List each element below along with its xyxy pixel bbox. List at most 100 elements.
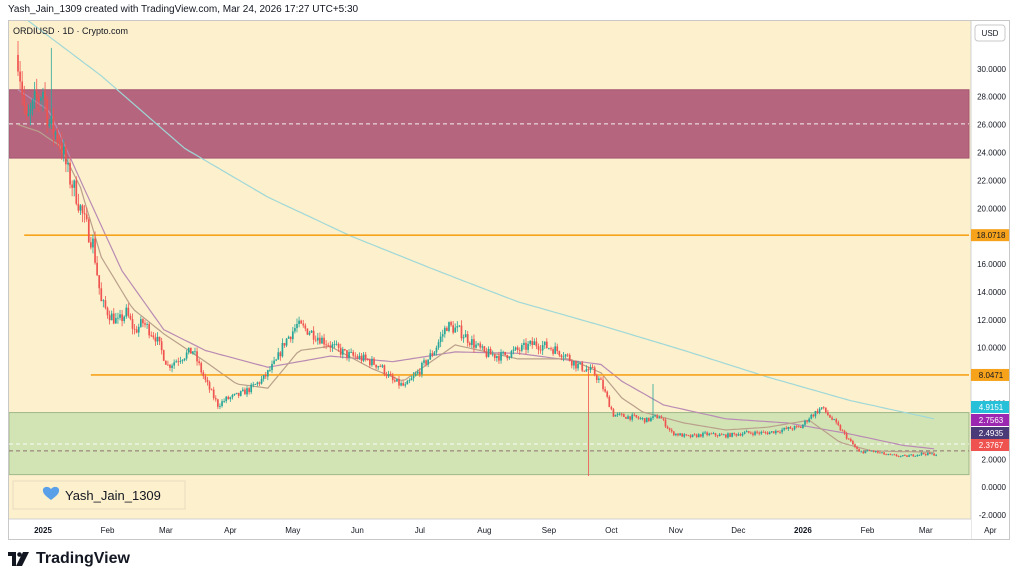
candle[interactable] [233,393,236,396]
candle[interactable] [764,431,767,435]
candle[interactable] [541,340,544,355]
candle[interactable] [675,433,677,437]
candle[interactable] [369,358,371,368]
candle[interactable] [435,345,438,356]
candle[interactable] [562,351,565,362]
candle[interactable] [483,345,486,353]
candle[interactable] [841,429,844,432]
candle[interactable] [635,414,638,419]
candle[interactable] [570,359,573,369]
candle[interactable] [527,341,529,354]
candle[interactable] [258,381,261,386]
candle[interactable] [718,432,721,437]
candle[interactable] [35,78,38,111]
candle[interactable] [695,433,698,438]
candle[interactable] [441,329,444,342]
candle[interactable] [431,350,434,358]
candle[interactable] [564,353,567,359]
candle[interactable] [56,128,59,147]
candle[interactable] [183,358,186,362]
candle[interactable] [87,217,90,243]
candle[interactable] [833,418,835,421]
candle[interactable] [179,356,182,364]
candle[interactable] [647,417,650,423]
candle[interactable] [560,353,563,361]
candle[interactable] [60,132,63,160]
candle[interactable] [706,431,708,437]
candle[interactable] [404,381,407,388]
candle[interactable] [162,349,165,362]
candle[interactable] [327,342,330,348]
candle[interactable] [52,107,55,147]
candle[interactable] [877,450,879,454]
candle[interactable] [98,275,101,295]
tradingview-logo[interactable]: TradingView [8,550,130,568]
candle[interactable] [254,383,257,385]
candle[interactable] [758,431,761,436]
candle[interactable] [702,431,704,439]
candle[interactable] [552,347,554,356]
candle[interactable] [387,370,390,379]
candle[interactable] [710,432,713,435]
candle[interactable] [587,366,590,477]
candle[interactable] [812,413,815,418]
candle[interactable] [637,416,640,420]
candle[interactable] [356,354,359,360]
candle[interactable] [264,371,267,379]
candle[interactable] [697,433,700,438]
candle[interactable] [808,417,811,423]
candle[interactable] [672,430,675,437]
candle[interactable] [375,364,377,370]
candle[interactable] [175,359,178,363]
level-badge[interactable] [971,368,1010,381]
candle[interactable] [156,332,159,345]
candle[interactable] [296,318,298,333]
candle[interactable] [381,364,384,369]
candle[interactable] [269,366,271,372]
candle[interactable] [760,430,763,436]
candle[interactable] [231,393,234,400]
candle[interactable] [310,330,313,334]
candle[interactable] [650,416,652,422]
candle[interactable] [737,432,740,437]
candle[interactable] [304,323,307,332]
candle[interactable] [835,417,838,425]
candle[interactable] [189,347,192,354]
candle[interactable] [714,432,717,437]
candle[interactable] [849,437,852,442]
candle[interactable] [402,380,405,387]
candle[interactable] [373,357,375,366]
candle[interactable] [824,407,827,414]
candle[interactable] [625,416,627,419]
candle[interactable] [774,429,777,435]
candle[interactable] [843,429,846,436]
candle[interactable] [46,96,48,134]
candle[interactable] [631,412,634,422]
candle[interactable] [558,350,561,358]
candle[interactable] [887,453,890,456]
candle[interactable] [814,410,817,419]
candle[interactable] [573,360,575,370]
candle[interactable] [491,350,494,357]
candle[interactable] [408,378,411,384]
candle[interactable] [108,310,111,325]
candle[interactable] [127,303,130,318]
candle[interactable] [471,335,473,349]
candle[interactable] [554,342,557,355]
candle[interactable] [510,349,513,359]
level-badge[interactable] [971,229,1010,242]
candle[interactable] [139,316,142,328]
candle[interactable] [781,427,783,435]
candle[interactable] [198,358,200,366]
candle[interactable] [160,337,163,355]
candle[interactable] [762,430,765,433]
candle[interactable] [291,326,294,344]
candle[interactable] [722,433,725,436]
candle[interactable] [481,344,484,351]
candle[interactable] [346,350,348,361]
candle[interactable] [685,434,688,437]
candle[interactable] [787,426,790,431]
candle[interactable] [496,355,498,362]
candle[interactable] [96,256,98,277]
candle[interactable] [17,40,19,76]
